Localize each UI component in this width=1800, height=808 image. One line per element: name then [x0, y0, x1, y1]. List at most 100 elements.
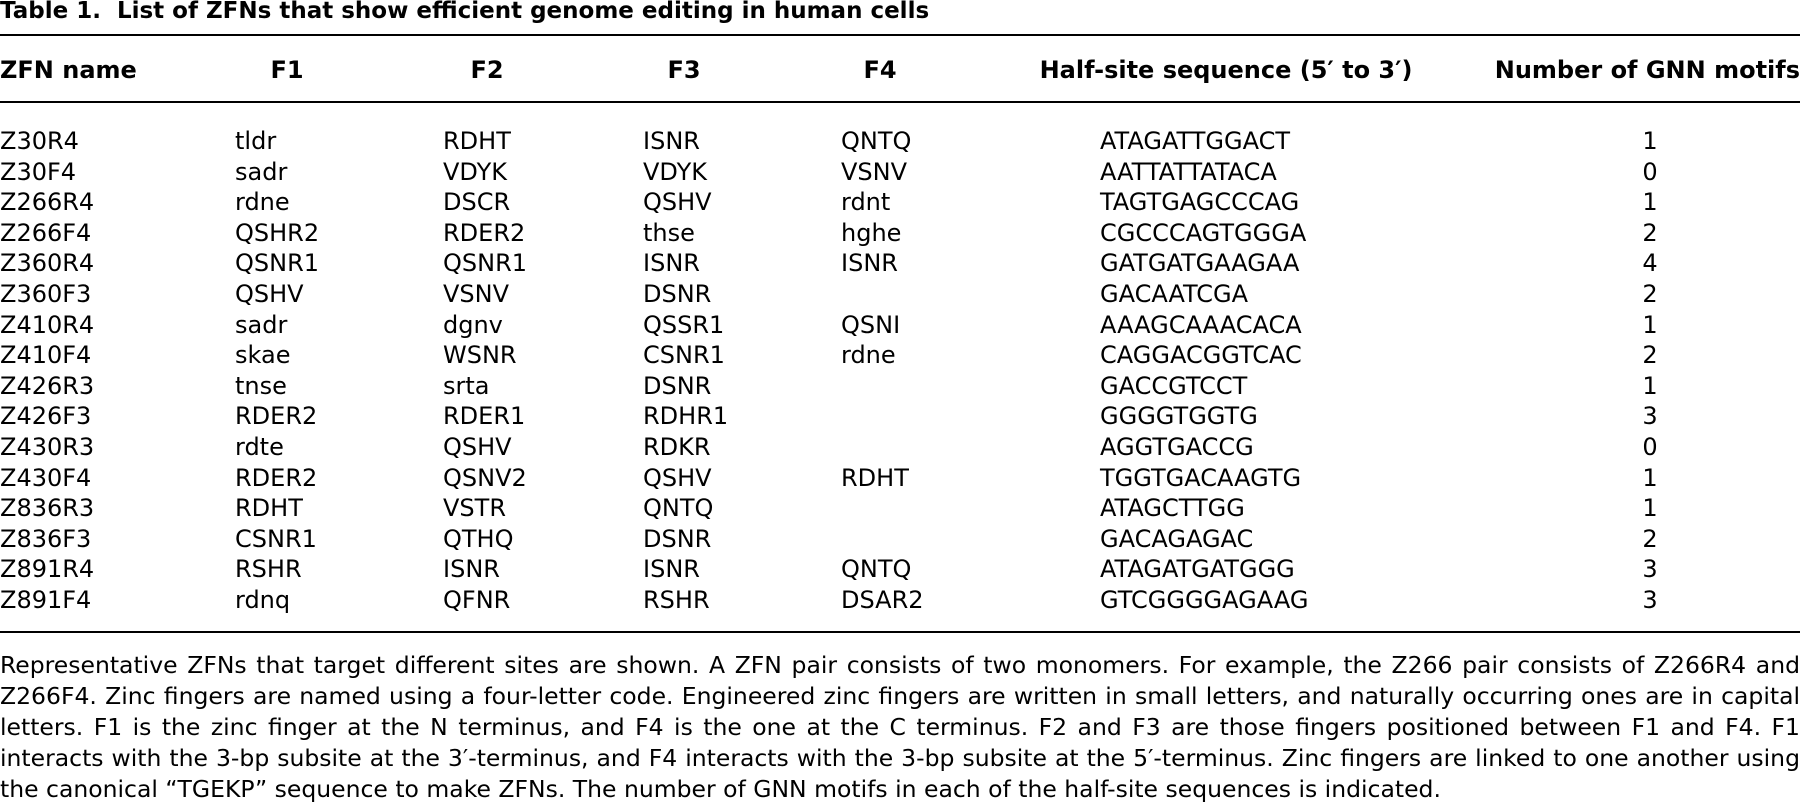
table-cell: rdnq	[235, 586, 291, 614]
table-cell: dgnv	[443, 310, 503, 339]
table-cell: Z836R3	[0, 494, 95, 523]
column-header: Half-site sequence (5′ to 3′)	[1039, 56, 1413, 84]
header-rule	[0, 101, 1800, 103]
table-cell: Z426F3	[0, 402, 92, 431]
table-cell: QNTQ	[841, 127, 912, 155]
table-cell: GACAATCGA	[1100, 280, 1249, 308]
table-cell: Z30R4	[0, 127, 79, 155]
table-title: List of ZFNs that show efficient genome …	[116, 0, 930, 24]
top-rule	[0, 34, 1800, 36]
table-cell: 3	[1642, 586, 1658, 614]
table-cell: RDER2	[235, 463, 318, 492]
table-cell: QSSR1	[643, 310, 725, 339]
table-cell: 2	[1642, 341, 1658, 370]
table-cell: 2	[1642, 218, 1658, 247]
table-cell: tldr	[235, 127, 277, 155]
table-cell: QNTQ	[643, 494, 714, 523]
table-cell: DSCR	[443, 188, 511, 217]
table-cell: ATAGATTGGACT	[1100, 127, 1291, 155]
table-cell: rdte	[235, 433, 284, 461]
bottom-rule	[0, 631, 1800, 633]
table-cell: AAAGCAAACACA	[1100, 310, 1302, 339]
table-cell: QSNV2	[443, 463, 527, 492]
table-cell: 2	[1642, 524, 1658, 553]
table-cell: 3	[1642, 555, 1658, 584]
table-cell: CSNR1	[235, 524, 317, 553]
table-cell: DSNR	[643, 371, 712, 400]
table-cell: TAGTGAGCCCAG	[1100, 188, 1300, 217]
footnote: Representative ZFNs that target differen…	[0, 651, 1800, 803]
table-cell: CGCCCAGTGGGA	[1100, 218, 1307, 247]
table-cell: Z266R4	[0, 188, 95, 217]
table-label: Table 1.	[0, 0, 101, 24]
table-cell: 1	[1642, 494, 1658, 523]
table-cell: GATGATGAAGAA	[1100, 249, 1300, 278]
table-cell: Z266F4	[0, 218, 92, 247]
table-cell: CSNR1	[643, 341, 725, 370]
table-cell: ISNR	[643, 127, 700, 155]
table-cell: Z430F4	[0, 463, 92, 492]
table-cell: QFNR	[443, 586, 511, 614]
table-cell: DSAR2	[841, 586, 924, 614]
table-cell: thse	[643, 218, 695, 247]
column-header: Number of GNN motifs	[1494, 56, 1800, 84]
table-cell: QTHQ	[443, 524, 514, 553]
table-cell: QSHV	[643, 188, 712, 217]
table-cell: RDKR	[643, 433, 711, 461]
table-cell: hghe	[841, 218, 902, 247]
table-cell: Z410R4	[0, 310, 95, 339]
table-cell: ISNR	[443, 555, 500, 584]
table-cell: 1	[1642, 188, 1658, 217]
table-cell: RDHT	[443, 127, 511, 155]
table-cell: RSHR	[643, 586, 710, 614]
table-cell: RDER2	[235, 402, 318, 431]
table-cell: VDYK	[643, 157, 707, 186]
table-cell: VSNV	[443, 280, 510, 308]
table-cell: sadr	[235, 310, 288, 339]
table-cell: QSNR1	[235, 249, 320, 278]
table-cell: QSNI	[841, 310, 901, 339]
table-caption: Table 1. List of ZFNs that show efficient…	[0, 0, 945, 24]
table-cell: VDYK	[443, 157, 507, 186]
table-cell: rdne	[235, 188, 290, 217]
table-cell: RSHR	[235, 555, 302, 584]
table-cell: 2	[1642, 280, 1658, 308]
table-cell: Z836F3	[0, 524, 92, 553]
table-cell: RDER2	[443, 218, 526, 247]
table-cell: ATAGATGATGGG	[1100, 555, 1295, 584]
column-header: F3	[667, 56, 701, 84]
table-cell: rdnt	[841, 188, 891, 217]
table-cell: TGGTGACAAGTG	[1100, 463, 1302, 492]
table-cell: Z891R4	[0, 555, 95, 584]
table-cell: QSHV	[235, 280, 304, 308]
table-cell: VSTR	[443, 494, 506, 523]
table-cell: Z30F4	[0, 157, 77, 186]
table-cell: 4	[1642, 249, 1658, 278]
table-cell: CAGGACGGTCAC	[1100, 341, 1302, 370]
table-cell: WSNR	[443, 341, 517, 370]
table-cell: Z360R4	[0, 249, 95, 278]
table-cell: GACAGAGAC	[1100, 524, 1254, 553]
table-cell: GTCGGGGAGAAG	[1100, 586, 1309, 614]
table-cell: ISNR	[841, 249, 898, 278]
table-cell: Z410F4	[0, 341, 92, 370]
table-cell: 1	[1642, 310, 1658, 339]
table-cell: RDHT	[841, 463, 909, 492]
column-header: F1	[270, 56, 304, 84]
table-cell: 1	[1642, 127, 1658, 155]
table-cell: srta	[443, 371, 490, 400]
table-cell: ISNR	[643, 249, 700, 278]
table-cell: 3	[1642, 402, 1658, 431]
column-header: F4	[863, 56, 897, 84]
table-cell: GGGGTGGTG	[1100, 402, 1258, 431]
table-cell: sadr	[235, 157, 288, 186]
table-cell: QSHR2	[235, 218, 320, 247]
table-cell: Z360F3	[0, 280, 92, 308]
table-cell: RDHT	[235, 494, 303, 523]
table-cell: QSHV	[643, 463, 712, 492]
table-cell: RDHR1	[643, 402, 729, 431]
table-cell: 0	[1642, 433, 1658, 461]
table-cell: 1	[1642, 371, 1658, 400]
table-cell: VSNV	[841, 157, 908, 186]
